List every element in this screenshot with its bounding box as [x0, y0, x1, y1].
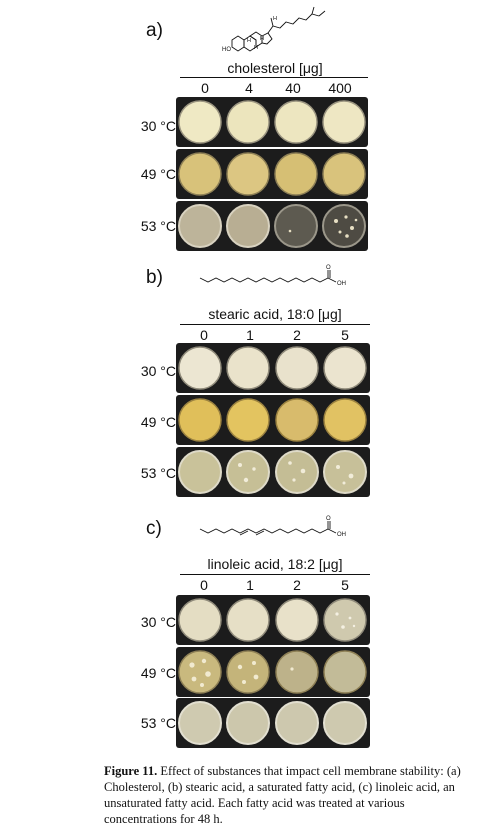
panel-b-conc-3: 2: [293, 327, 301, 343]
well: [323, 650, 367, 694]
well: [226, 204, 270, 248]
well: [274, 152, 318, 196]
well: [322, 152, 366, 196]
panel-c-conc-3: 2: [293, 577, 301, 593]
panel-b-plate-53: [176, 447, 370, 497]
well: [274, 100, 318, 144]
panel-a-conc-4: 400: [328, 80, 352, 96]
panel-a-temp-30: 30 °C: [140, 118, 176, 134]
panel-b-conc-2: 1: [246, 327, 254, 343]
well: [275, 598, 319, 642]
panel-b-conc-4: 5: [341, 327, 349, 343]
panel-b-header-rule: [180, 324, 370, 325]
well: [275, 701, 319, 745]
panel-b-temp-30: 30 °C: [140, 363, 176, 379]
panel-c-temp-53: 53 °C: [140, 715, 176, 731]
well: [226, 100, 270, 144]
panel-a-temp-49: 49 °C: [140, 166, 176, 182]
panel-a-conc-2: 4: [245, 80, 253, 96]
well: [322, 100, 366, 144]
well: [226, 701, 270, 745]
panel-a-plate-53: [176, 201, 368, 251]
cholesterol-structure: HO H H H H: [218, 2, 348, 52]
well: [275, 398, 319, 442]
panel-b-plate-30: [176, 343, 370, 393]
well: [274, 204, 318, 248]
figure-caption: Figure 11. Effect of substances that imp…: [104, 763, 474, 827]
well: [226, 650, 270, 694]
panel-a-header-rule: [180, 77, 368, 78]
panel-c-plate-30: [176, 595, 370, 645]
structure-label-oh: OH: [337, 281, 346, 287]
panel-a-letter: a): [146, 20, 163, 41]
well: [178, 346, 222, 390]
panel-c-header: linoleic acid, 18:2 [μg]: [207, 556, 343, 572]
well: [275, 450, 319, 494]
structure-label-o: O: [326, 265, 331, 271]
panel-c-conc-2: 1: [246, 577, 254, 593]
structure-label-h2: H: [254, 45, 258, 51]
well: [226, 398, 270, 442]
well: [323, 398, 367, 442]
well: [323, 346, 367, 390]
well: [322, 204, 366, 248]
well: [178, 204, 222, 248]
structure-label-o: O: [326, 516, 331, 522]
panel-c-temp-49: 49 °C: [140, 665, 176, 681]
figure-caption-text: Effect of substances that impact cell me…: [104, 764, 461, 826]
panel-c-letter: c): [146, 518, 162, 539]
structure-label-h3: H: [260, 36, 264, 42]
panel-c-plate-49: [176, 647, 370, 697]
well: [323, 450, 367, 494]
structure-label-ho: HO: [222, 47, 231, 52]
well: [323, 598, 367, 642]
panel-a-conc-1: 0: [201, 80, 209, 96]
well: [275, 346, 319, 390]
panel-b-letter: b): [146, 267, 163, 288]
linoleic-acid-structure: O OH: [198, 513, 358, 541]
well: [226, 450, 270, 494]
panel-b-conc-1: 0: [200, 327, 208, 343]
well: [178, 152, 222, 196]
well: [226, 598, 270, 642]
panel-a-temp-53: 53 °C: [140, 218, 176, 234]
panel-c-temp-30: 30 °C: [140, 614, 176, 630]
structure-label-h1: H: [247, 38, 251, 44]
well: [178, 598, 222, 642]
well: [178, 100, 222, 144]
well: [178, 398, 222, 442]
panel-c-plate-53: [176, 698, 370, 748]
well: [178, 450, 222, 494]
figure-caption-label: Figure 11.: [104, 764, 158, 778]
panel-b-temp-49: 49 °C: [140, 414, 176, 430]
well: [275, 650, 319, 694]
panel-a-plate-30: [176, 97, 368, 147]
structure-label-oh: OH: [337, 532, 346, 538]
panel-c-conc-4: 5: [341, 577, 349, 593]
panel-c-conc-1: 0: [200, 577, 208, 593]
structure-label-h4: H: [273, 16, 277, 22]
panel-b-temp-53: 53 °C: [140, 465, 176, 481]
panel-a-header: cholesterol [μg]: [227, 60, 323, 76]
panel-a-plate-49: [176, 149, 368, 199]
well: [178, 650, 222, 694]
panel-c-header-rule: [180, 574, 370, 575]
well: [226, 152, 270, 196]
well: [323, 701, 367, 745]
well: [226, 346, 270, 390]
well: [178, 701, 222, 745]
panel-b-plate-49: [176, 395, 370, 445]
panel-a-conc-3: 40: [285, 80, 301, 96]
stearic-acid-structure: O OH: [198, 262, 358, 290]
panel-b-header: stearic acid, 18:0 [μg]: [208, 306, 342, 322]
